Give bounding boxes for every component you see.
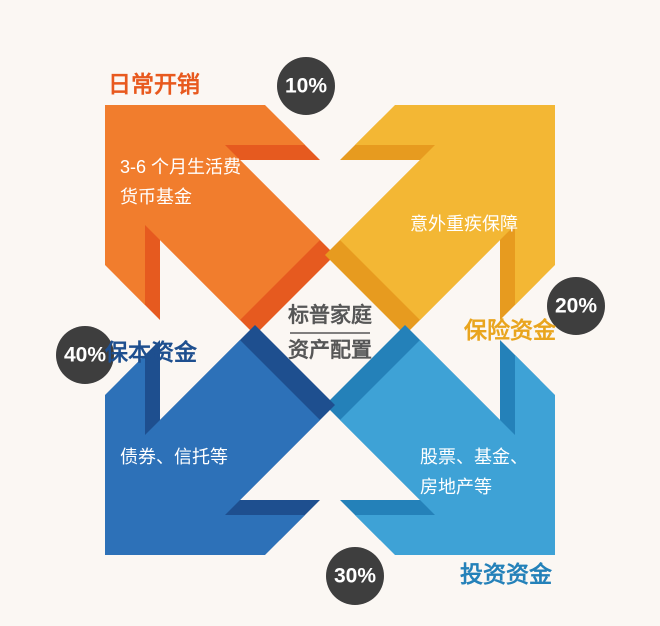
desc-invest-1: 房地产等 bbox=[420, 477, 492, 497]
center-label: 标普家庭 资产配置 bbox=[288, 303, 372, 362]
title-daily: 日常开销 bbox=[108, 71, 200, 97]
svg-text:30%: 30% bbox=[334, 565, 376, 588]
desc-preserve-0: 债券、信托等 bbox=[120, 447, 228, 467]
svg-text:标普家庭: 标普家庭 bbox=[288, 303, 372, 327]
desc-invest-0: 股票、基金、 bbox=[420, 447, 528, 467]
badge-daily: 10% bbox=[277, 57, 335, 115]
svg-text:40%: 40% bbox=[64, 344, 106, 367]
svg-text:10%: 10% bbox=[285, 75, 327, 98]
title-preserve: 保本资金 bbox=[104, 339, 198, 365]
svg-text:20%: 20% bbox=[555, 295, 597, 318]
desc-daily-0: 3-6 个月生活费 bbox=[120, 157, 241, 177]
title-invest: 投资资金 bbox=[460, 561, 553, 587]
title-insurance: 保险资金 bbox=[463, 317, 557, 343]
desc-daily-1: 货币基金 bbox=[120, 187, 192, 207]
desc-insurance-0: 意外重疾保障 bbox=[410, 214, 518, 234]
badge-invest: 30% bbox=[326, 547, 384, 605]
arrow-daily bbox=[105, 105, 335, 335]
svg-text:资产配置: 资产配置 bbox=[288, 338, 372, 362]
allocation-infographic: 标普家庭 资产配置 10% 日常开销 3-6 个月生活费货币基金 20%保险资金 意外重… bbox=[0, 0, 660, 626]
